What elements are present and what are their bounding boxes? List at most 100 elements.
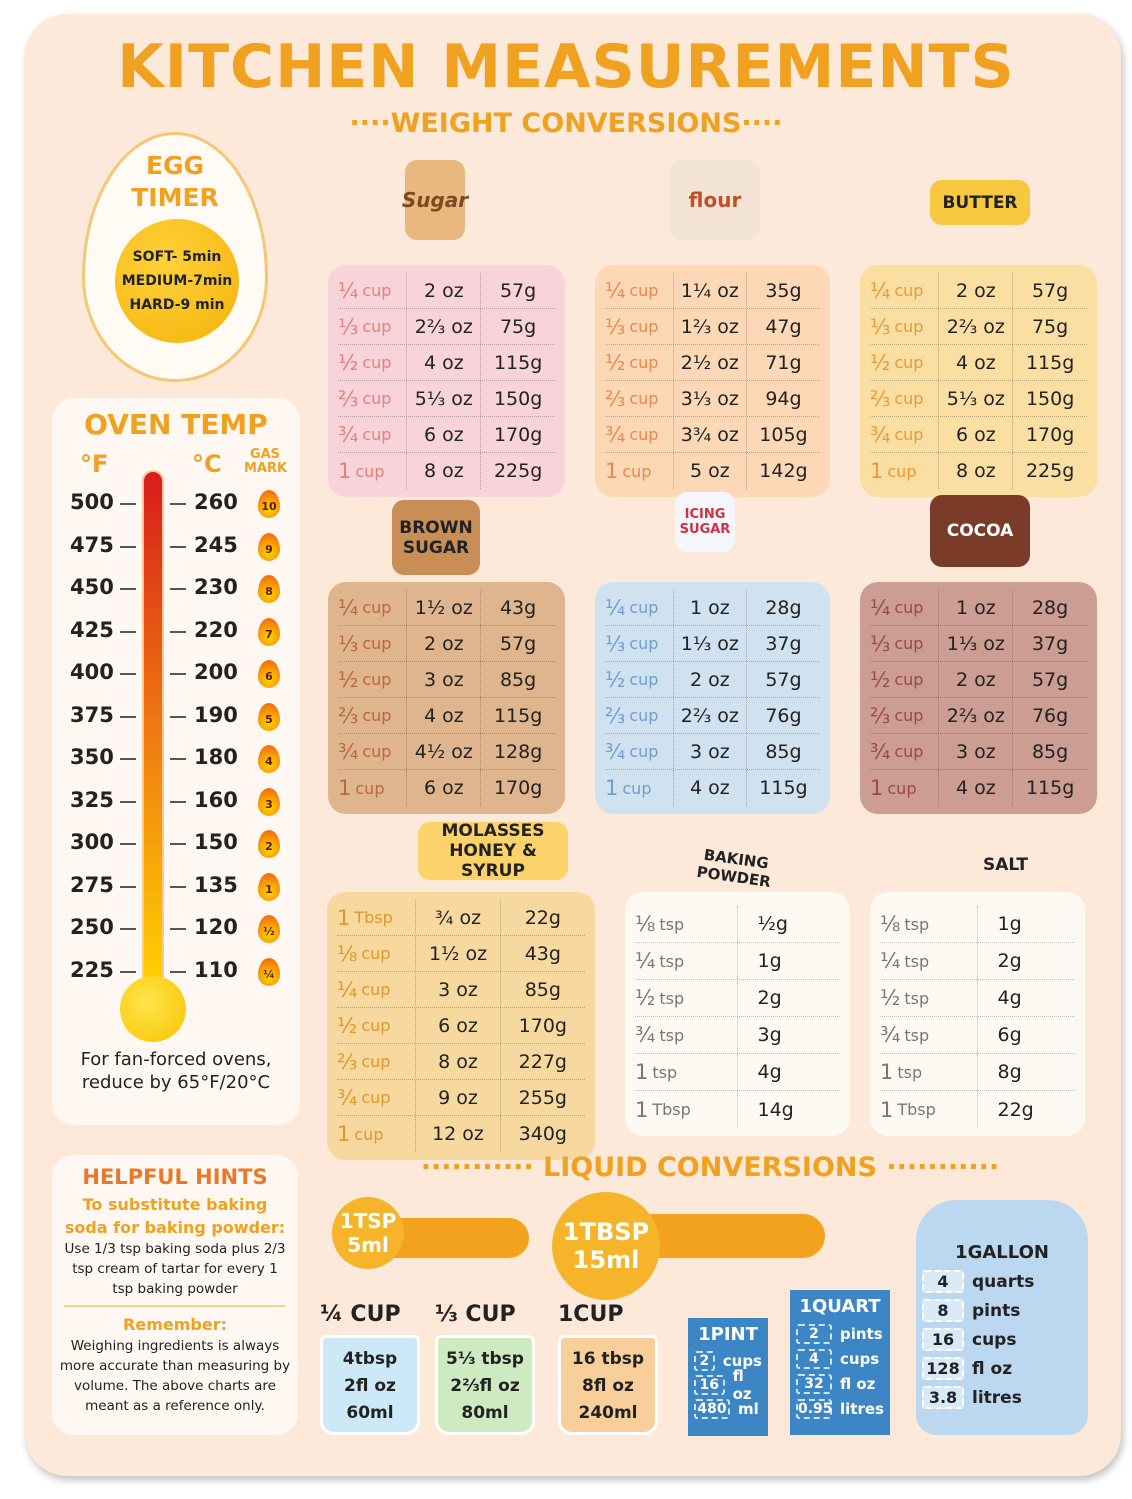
oven-temp-row: 300 150 2 [52,830,300,860]
volume-unit: cup [362,389,392,408]
grams-cell: 85g [765,740,802,763]
ingredient-illustration: COCOA [930,495,1030,567]
volume-cell: ¼ cup [338,273,408,308]
ingredient-illustration: MOLASSES HONEY & SYRUP [418,821,568,881]
page-title: KITCHEN MEASUREMENTS [117,32,1015,102]
grams-cell: 142g [759,460,808,482]
volume-unit: tsp [659,914,685,934]
table-row: ⅓ cup 1⅓ oz 37g [870,626,1087,662]
volume-unit: tsp [904,1025,930,1045]
gallon-jug-icon: 1GALLON 4 quarts 8 pints 16 cups 128 fl oz 3.8 lit… [916,1200,1088,1435]
grams-cell: 37g [765,632,802,655]
table-row: ⅔ cup 5⅓ oz 150g [338,381,555,417]
volume-amount: ¾ [338,422,359,447]
gas-mark-flame-icon: 2 [258,830,280,858]
volume-amount: ⅓ [338,631,359,656]
ingredient-label: flour [688,188,742,212]
volume-unit: cup [354,1124,384,1144]
volume-cell: 1 cup [338,770,408,806]
table-row: 1 cup 4 oz 115g [870,770,1087,806]
grams-cell: 2g [997,950,1022,972]
table-row: ⅔ cup 4 oz 115g [338,698,555,734]
volume-unit: cup [894,353,924,372]
volume-amount: 1 [635,1097,649,1122]
grams-cell: 115g [493,704,543,727]
volume-unit: cup [887,778,917,798]
volume-unit: cup [629,670,659,689]
volume-amount: ⅔ [605,386,626,411]
celsius-value: 200 [194,660,238,684]
milk-carton-icon: 1PINT 2 cups 16 fl oz 480 ml [688,1318,768,1436]
volume-amount: ½ [880,986,901,1010]
weight-table: ¼ cup 1½ oz 43g ⅓ cup 2 oz 57g ½ cup 3 oz 85g ⅔ cup 4 … [328,582,565,814]
volume-unit: tsp [904,914,930,934]
volume-amount: ⅔ [605,703,626,728]
cup-value: 16 tbsp [571,1349,645,1369]
volume-cell: ¾ cup [605,417,674,452]
grams-cell: 115g [1025,351,1075,374]
ingredient-illustration: BUTTER [930,180,1030,225]
hint-text: Use 1/3 tsp baking soda plus 2/3 tsp cre… [64,1241,286,1297]
table-row: ⅔ cup 3⅓ oz 94g [605,381,820,417]
volume-cell: ⅓ cup [870,626,940,661]
grams-cell: 57g [1031,279,1069,302]
volume-amount: ⅔ [337,1049,358,1074]
volume-cell: 1 tsp [880,1054,978,1090]
container-row: 16 fl oz [694,1367,762,1403]
volume-unit: tsp [904,951,930,971]
grams-cell: 57g [499,279,537,302]
container-row: 128 fl oz [922,1354,1082,1383]
grams-cell: 57g [1031,668,1069,691]
table-row: 1 Tbsp 22g [880,1091,1075,1128]
grams-cell: 71g [765,351,802,374]
cup-value: 4tbsp [342,1349,398,1369]
oven-temp-row: 325 160 3 [52,787,300,818]
cup-value: 8fl oz [582,1376,634,1396]
ingredient-illustration: SALT [978,845,1033,885]
volume-cell: ¼ cup [338,590,408,625]
container-amount: 16 [694,1375,725,1395]
hints-title: HELPFUL HINTS [82,1165,268,1189]
gas-mark-flame-icon: 10 [258,490,280,518]
liquid-conversions-heading: ··········· LIQUID CONVERSIONS ·········… [420,1152,1000,1183]
volume-unit: cup [361,1016,391,1035]
volume-unit: Tbsp [652,1100,691,1119]
tick-mark [120,673,136,675]
grams-cell: 170g [518,1014,567,1037]
oven-temp-row: 400 200 6 [52,660,300,690]
table-row: ½ cup 2½ oz 71g [605,345,820,381]
tick-mark [120,715,136,718]
spoon-handle [394,1218,529,1258]
table-row: ⅛ tsp ½g [635,906,840,943]
ingredient-label: BAKING POWDER [695,845,772,891]
tick-mark [120,758,136,760]
celsius-value: 245 [194,532,238,557]
container-unit: cups [840,1349,880,1368]
container-unit: fl oz [732,1367,752,1403]
volume-amount: ½ [337,1013,358,1038]
tick-mark [120,630,136,633]
ounces-cell: 4 oz [407,698,482,733]
table-row: ⅔ cup 8 oz 227g [337,1044,585,1080]
ounces-cell: 5⅓ oz [939,381,1014,416]
weight-table: ⅛ tsp 1g ¼ tsp 2g ½ tsp 4g ¾ tsp 6g 1 tsp 8g 1 Tbsp 22g [870,892,1085,1136]
volume-cell: ½ cup [605,662,674,697]
container-row: 3.8 litres [922,1383,1082,1412]
grams-cell: 76g [1031,704,1069,727]
volume-amount: ⅓ [870,314,891,339]
volume-unit: cup [362,353,392,372]
table-row: 1 cup 5 oz 142g [605,453,820,489]
ounces-cell: 3⅓ oz [674,381,747,416]
volume-unit: cup [622,778,652,798]
grams-cell: 170g [1025,423,1075,446]
volume-unit: tsp [652,1062,678,1082]
tick-mark [120,928,136,930]
grams-cell: 105g [759,423,808,446]
volume-cell: ⅛ tsp [880,906,978,942]
table-row: ¾ tsp 3g [635,1017,840,1054]
volume-unit: cup [355,461,385,481]
volume-cell: ¼ cup [605,590,674,625]
table-row: ¾ cup 4½ oz 128g [338,734,555,770]
grams-cell: 150g [493,387,543,410]
volume-amount: ¼ [605,278,626,303]
